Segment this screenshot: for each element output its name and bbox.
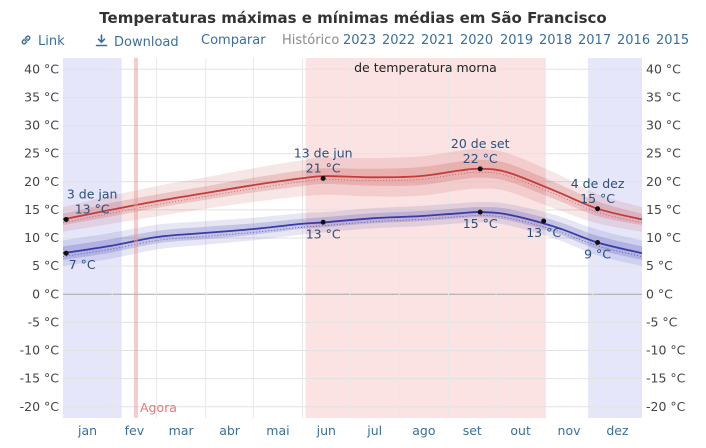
data-label: 7 °C bbox=[69, 257, 96, 272]
y-tick-label-left: 20 °C bbox=[24, 174, 59, 189]
data-label: 15 °C bbox=[580, 191, 615, 206]
history-label: Histórico bbox=[282, 33, 340, 48]
data-label: 21 °C bbox=[306, 160, 341, 175]
y-tick-label-left: -15 °C bbox=[20, 371, 60, 386]
data-point-marker bbox=[320, 219, 326, 225]
y-tick-label-left: 30 °C bbox=[24, 118, 59, 133]
month-label[interactable]: ago bbox=[412, 423, 435, 438]
data-label: 13 de jun bbox=[294, 145, 353, 160]
high-series-line bbox=[62, 167, 643, 221]
y-tick-label-left: 15 °C bbox=[24, 202, 59, 217]
warm-season-label: de temperatura morna bbox=[354, 60, 497, 75]
month-label[interactable]: abr bbox=[219, 423, 241, 438]
y-tick-label-left: -5 °C bbox=[28, 314, 60, 329]
month-label[interactable]: out bbox=[510, 423, 531, 438]
y-tick-label-left: -10 °C bbox=[20, 343, 60, 358]
data-label: 4 de dez bbox=[571, 176, 625, 191]
month-label[interactable]: dez bbox=[606, 423, 629, 438]
year-link[interactable]: 2020 bbox=[460, 33, 494, 48]
month-label[interactable]: nov bbox=[558, 423, 582, 438]
data-point-marker bbox=[63, 250, 69, 256]
year-link[interactable]: 2016 bbox=[617, 33, 651, 48]
data-point-marker bbox=[477, 209, 483, 215]
y-tick-label-left: 25 °C bbox=[24, 146, 59, 161]
data-label: 20 de set bbox=[451, 136, 510, 151]
y-tick-label-left: 35 °C bbox=[24, 89, 59, 104]
high-band-inner bbox=[63, 159, 642, 226]
y-tick-label-right: -15 °C bbox=[646, 371, 686, 386]
year-link[interactable]: 2021 bbox=[421, 33, 455, 48]
data-point-marker bbox=[477, 166, 483, 172]
y-tick-label-left: 0 °C bbox=[32, 286, 59, 301]
y-tick-label-left: 5 °C bbox=[32, 258, 59, 273]
year-link[interactable]: 2018 bbox=[539, 33, 573, 48]
download-label: Download bbox=[114, 35, 179, 50]
y-tick-label-right: 25 °C bbox=[646, 146, 681, 161]
month-label[interactable]: jun bbox=[316, 423, 336, 438]
y-tick-label-left: -20 °C bbox=[20, 399, 60, 414]
month-label[interactable]: mai bbox=[266, 423, 289, 438]
y-tick-label-right: 0 °C bbox=[646, 286, 673, 301]
data-label: 3 de jan bbox=[67, 186, 118, 201]
link-icon bbox=[20, 33, 32, 49]
month-label[interactable]: set bbox=[463, 423, 482, 438]
y-tick-label-right: 20 °C bbox=[646, 174, 681, 189]
y-tick-label-right: -5 °C bbox=[646, 314, 678, 329]
year-link[interactable]: 2022 bbox=[382, 33, 416, 48]
data-label: 13 °C bbox=[306, 226, 341, 241]
download-icon bbox=[95, 33, 108, 50]
year-link[interactable]: 2019 bbox=[500, 33, 534, 48]
y-tick-label-right: -20 °C bbox=[646, 399, 686, 414]
low-series-line bbox=[62, 211, 643, 255]
y-tick-label-right: 15 °C bbox=[646, 202, 681, 217]
month-label[interactable]: jul bbox=[366, 423, 382, 438]
data-point-marker bbox=[595, 206, 601, 212]
data-label: 22 °C bbox=[463, 151, 498, 166]
y-tick-label-left: 40 °C bbox=[24, 61, 59, 76]
year-link[interactable]: 2015 bbox=[656, 33, 690, 48]
data-label: 13 °C bbox=[75, 201, 110, 216]
link-label: Link bbox=[38, 34, 65, 49]
y-tick-label-right: 30 °C bbox=[646, 118, 681, 133]
toolbar: Link Download Comparar Histórico 2023 20… bbox=[0, 33, 706, 53]
link-button[interactable]: Link bbox=[20, 33, 65, 49]
data-point-marker bbox=[63, 216, 69, 222]
chart-title: Temperaturas máximas e mínimas médias em… bbox=[99, 9, 607, 27]
data-point-marker bbox=[541, 218, 547, 224]
y-tick-label-right: 10 °C bbox=[646, 230, 681, 245]
y-tick-label-left: 10 °C bbox=[24, 230, 59, 245]
year-link[interactable]: 2017 bbox=[578, 33, 612, 48]
high-trend-dotted bbox=[62, 171, 643, 224]
y-tick-label-right: 5 °C bbox=[646, 258, 673, 273]
data-label: 13 °C bbox=[526, 225, 561, 240]
month-label[interactable]: fev bbox=[125, 423, 145, 438]
data-point-marker bbox=[320, 175, 326, 181]
y-tick-label-right: 40 °C bbox=[646, 61, 681, 76]
low-band-outer bbox=[63, 201, 642, 267]
y-tick-label-right: -10 °C bbox=[646, 343, 686, 358]
data-label: 9 °C bbox=[584, 247, 611, 262]
month-label[interactable]: jan bbox=[77, 423, 97, 438]
data-point-marker bbox=[595, 240, 601, 245]
data-label: 15 °C bbox=[463, 216, 498, 231]
low-band-inner bbox=[63, 207, 642, 260]
now-label: Agora bbox=[140, 400, 177, 415]
download-button[interactable]: Download bbox=[95, 33, 179, 50]
month-label[interactable]: mar bbox=[169, 423, 195, 438]
year-link[interactable]: 2023 bbox=[343, 33, 377, 48]
compare-button[interactable]: Comparar bbox=[201, 33, 266, 48]
y-tick-label-right: 35 °C bbox=[646, 89, 681, 104]
